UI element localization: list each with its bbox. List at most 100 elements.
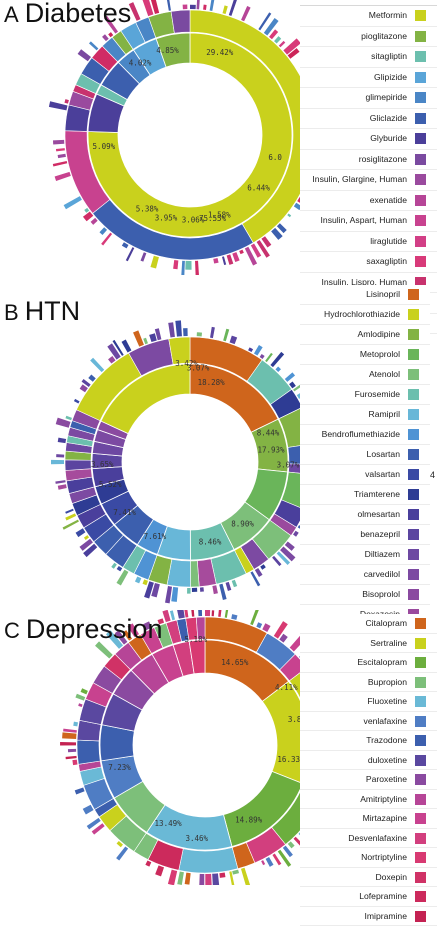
legend-item: carvedilol xyxy=(300,565,430,585)
sunburst-outer-sliver xyxy=(107,343,120,359)
sunburst-outer-sliver xyxy=(168,870,177,885)
sunburst-outer-sliver xyxy=(230,336,238,345)
legend-item: sitagliptin xyxy=(300,47,437,68)
legend-swatch xyxy=(408,409,419,420)
legend-item: Diltiazem xyxy=(300,545,430,565)
legend-swatch xyxy=(408,329,419,340)
sunburst-percent-label: 14.89% xyxy=(235,816,263,825)
legend-swatch xyxy=(415,154,426,165)
sunburst-percent-label: 5.52% xyxy=(99,480,122,489)
sunburst-outer-sliver xyxy=(227,254,234,264)
sunburst-mid-segment xyxy=(77,740,100,764)
sunburst-outer-sliver xyxy=(162,610,170,622)
sunburst-outer-sliver xyxy=(56,454,64,457)
legend-swatch xyxy=(415,133,426,144)
legend-swatch xyxy=(408,369,419,380)
sunburst-outer-sliver xyxy=(143,579,148,585)
sunburst-outer-sliver xyxy=(95,641,113,658)
legend-item: Trazodone xyxy=(300,731,437,751)
sunburst-outer-sliver xyxy=(272,556,281,566)
panel-letter: A xyxy=(4,2,19,27)
legend-label: Ramipril xyxy=(368,409,400,419)
legend-label: Hydrochlorothiazide xyxy=(324,309,400,319)
legend-swatch xyxy=(415,256,426,267)
sunburst-percent-label: 4.85% xyxy=(156,46,179,55)
sunburst-outer-sliver xyxy=(266,857,274,867)
sunburst-outer-sliver xyxy=(175,320,182,336)
sunburst-outer-sliver xyxy=(175,610,185,619)
legend-swatch xyxy=(415,72,426,83)
sunburst-outer-sliver xyxy=(272,854,281,866)
legend-swatch xyxy=(415,833,426,844)
legend-item: Doxepin xyxy=(300,868,437,888)
legend-swatch xyxy=(408,589,419,600)
legend-swatch xyxy=(415,872,426,883)
sunburst-outer-sliver xyxy=(53,140,64,145)
sunburst-percent-label: 18.28% xyxy=(198,378,226,387)
sunburst-outer-sliver xyxy=(99,227,107,235)
legend-label: Amitriptyline xyxy=(360,794,407,804)
legend-label: Bendroflumethiazide xyxy=(322,429,400,439)
legend-label: glimepiride xyxy=(365,92,407,102)
legend-swatch xyxy=(415,92,426,103)
sunburst-outer-sliver xyxy=(239,250,244,255)
legend-swatch xyxy=(415,31,426,42)
sunburst-outer-sliver xyxy=(111,563,117,569)
sunburst-percent-label: 13.49% xyxy=(155,819,183,828)
legend-label: benazepril xyxy=(360,529,400,539)
sunburst-outer-sliver xyxy=(165,586,172,603)
sunburst-outer-sliver xyxy=(261,860,265,865)
legend-label: Glyburide xyxy=(370,133,407,143)
legend-swatch xyxy=(415,696,426,707)
legend-label: Lofepramine xyxy=(359,891,407,901)
sunburst-outer-sliver xyxy=(255,568,263,577)
legend-swatch xyxy=(415,755,426,766)
legend-label: Desvenlafaxine xyxy=(348,833,407,843)
legend-label: Triamterene xyxy=(354,489,400,499)
sunburst-outer-sliver xyxy=(200,587,204,592)
sunburst-percent-label: 4.11% xyxy=(275,683,298,692)
legend-swatch xyxy=(408,529,419,540)
sunburst-outer-sliver xyxy=(212,610,215,616)
sunburst-percent-label: 1.58% xyxy=(208,211,231,220)
panel-title-text: Diabetes xyxy=(25,0,132,28)
sunburst-outer-sliver xyxy=(229,0,237,16)
legend-label: Gliclazide xyxy=(370,113,407,123)
sunburst-outer-sliver xyxy=(83,211,93,221)
sunburst-outer-sliver xyxy=(198,610,202,616)
legend-swatch xyxy=(415,10,426,21)
sunburst-percent-label: 3.07% xyxy=(187,364,210,373)
legend-item: exenatide xyxy=(300,191,437,212)
sunburst-outer-sliver xyxy=(288,841,295,848)
sunburst-percent-label: 5.18% xyxy=(185,635,208,644)
panel-title-text: Depression xyxy=(26,614,163,644)
sunburst-outer-sliver xyxy=(279,41,285,47)
sunburst-outer-sliver xyxy=(287,213,291,217)
legend-label: Metoprolol xyxy=(360,349,400,359)
sunburst-outer-sliver xyxy=(116,570,128,586)
sunburst-outer-sliver xyxy=(192,588,197,592)
sunburst-outer-sliver xyxy=(168,322,175,337)
sunburst-outer-sliver xyxy=(190,610,194,617)
sunburst-outer-sliver xyxy=(64,196,82,209)
sunburst-percent-label: 7.23% xyxy=(108,763,131,772)
sunburst-percent-label: 6.0 xyxy=(268,153,282,162)
legend-item: Fluoxetine xyxy=(300,692,437,712)
legend-label: Imipramine xyxy=(364,911,407,921)
sunburst-outer-sliver xyxy=(185,873,191,885)
legend-item: liraglutide xyxy=(300,232,437,253)
sunburst-outer-sliver xyxy=(64,99,68,104)
legend-item: valsartan xyxy=(300,465,430,485)
sunburst-outer-sliver xyxy=(75,787,85,794)
sunburst-percent-label: 3.46% xyxy=(185,834,208,843)
legend-label: carvedilol xyxy=(364,569,400,579)
legend-label: venlafaxine xyxy=(364,716,407,726)
sunburst-outer-sliver xyxy=(167,0,171,11)
legend-swatch xyxy=(415,911,426,922)
sunburst-outer-sliver xyxy=(223,329,229,341)
panel-letter: B xyxy=(4,300,19,325)
legend-label: Amlodipine xyxy=(357,329,400,339)
